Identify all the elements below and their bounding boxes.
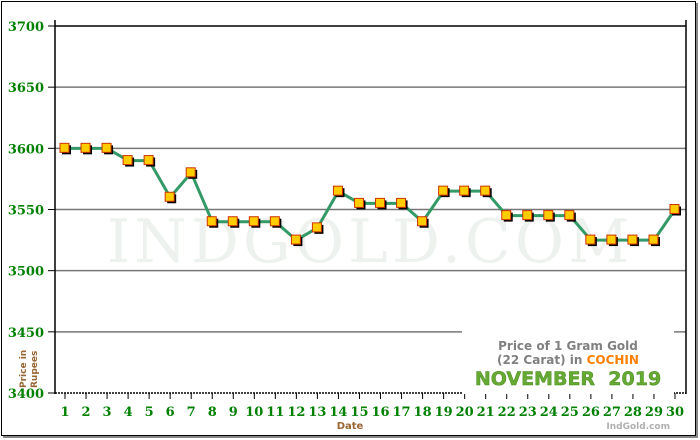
legend-subtitle: (22 Carat) in COCHIN — [497, 353, 639, 367]
data-point — [101, 142, 112, 153]
x-tick-label: 25 — [561, 405, 579, 420]
data-point — [522, 210, 533, 221]
x-tick-label: 7 — [187, 405, 196, 420]
x-tick-label: 23 — [519, 405, 537, 420]
data-point — [396, 197, 407, 208]
data-point — [185, 167, 196, 178]
y-axis-label-1: Price in — [19, 350, 29, 388]
data-point — [564, 210, 575, 221]
watermark: INDGOLD.COM — [107, 207, 634, 277]
x-tick-label: 29 — [645, 405, 663, 420]
x-tick-label: 8 — [208, 405, 217, 420]
y-tick-label: 3650 — [8, 81, 44, 96]
x-tick-label: 30 — [666, 405, 684, 420]
x-tick-label: 19 — [435, 405, 453, 420]
x-tick-label: 15 — [350, 405, 368, 420]
y-tick-label: 3500 — [8, 265, 44, 280]
x-tick-label: 22 — [498, 405, 516, 420]
data-point — [164, 191, 175, 202]
data-point — [311, 222, 322, 233]
data-point — [438, 185, 449, 196]
x-tick-label: 16 — [371, 405, 389, 420]
data-point — [669, 204, 680, 214]
data-point — [417, 216, 428, 227]
data-point — [206, 216, 217, 227]
data-point — [290, 234, 301, 245]
x-tick-label: 10 — [245, 405, 263, 420]
legend-title: Price of 1 Gram Gold — [498, 339, 638, 353]
data-point — [627, 234, 638, 245]
x-tick-label: 20 — [456, 405, 474, 420]
data-point — [122, 155, 133, 166]
y-tick-label: 3450 — [8, 326, 44, 341]
legend-box — [462, 330, 674, 394]
data-point — [375, 197, 386, 208]
x-tick-label: 9 — [229, 405, 238, 420]
data-point — [501, 210, 512, 221]
data-point — [543, 210, 554, 221]
y-axis-label-2: Rupees — [30, 351, 40, 388]
data-point — [459, 185, 470, 196]
data-point — [59, 142, 70, 153]
x-tick-label: 28 — [624, 405, 642, 420]
x-tick-label: 11 — [266, 405, 284, 420]
data-point — [648, 234, 659, 245]
x-tick-label: 26 — [582, 405, 600, 420]
x-tick-label: 14 — [329, 405, 347, 420]
credit: IndGold.com — [606, 422, 670, 432]
y-tick-label: 3600 — [8, 142, 44, 157]
data-point — [480, 185, 491, 196]
x-tick-label: 6 — [166, 405, 175, 420]
data-point — [80, 142, 91, 153]
data-point — [143, 155, 154, 166]
x-tick-label: 3 — [103, 405, 112, 420]
y-tick-label: 3700 — [8, 20, 44, 35]
x-tick-label: 2 — [82, 405, 91, 420]
x-axis-label: Date — [337, 421, 364, 432]
data-point — [332, 185, 343, 196]
data-point — [248, 216, 259, 227]
y-tick-label: 3550 — [8, 204, 44, 219]
x-tick-label: 21 — [477, 405, 495, 420]
y-tick-label: 3400 — [8, 387, 44, 402]
data-point — [227, 216, 238, 227]
legend-city: COCHIN — [587, 353, 639, 367]
legend-period: NOVEMBER 2019 — [475, 368, 661, 390]
data-point — [606, 234, 617, 245]
x-tick-label: 5 — [145, 405, 154, 420]
data-point — [585, 234, 596, 245]
x-tick-label: 4 — [124, 405, 133, 420]
x-tick-label: 12 — [287, 405, 305, 420]
x-tick-label: 17 — [393, 405, 411, 420]
x-tick-label: 27 — [603, 405, 621, 420]
x-tick-label: 24 — [540, 405, 558, 420]
data-point — [353, 197, 364, 208]
x-tick-label: 13 — [308, 405, 326, 420]
x-tick-label: 18 — [414, 405, 432, 420]
x-tick-label: 1 — [60, 405, 69, 420]
data-point — [269, 216, 280, 227]
